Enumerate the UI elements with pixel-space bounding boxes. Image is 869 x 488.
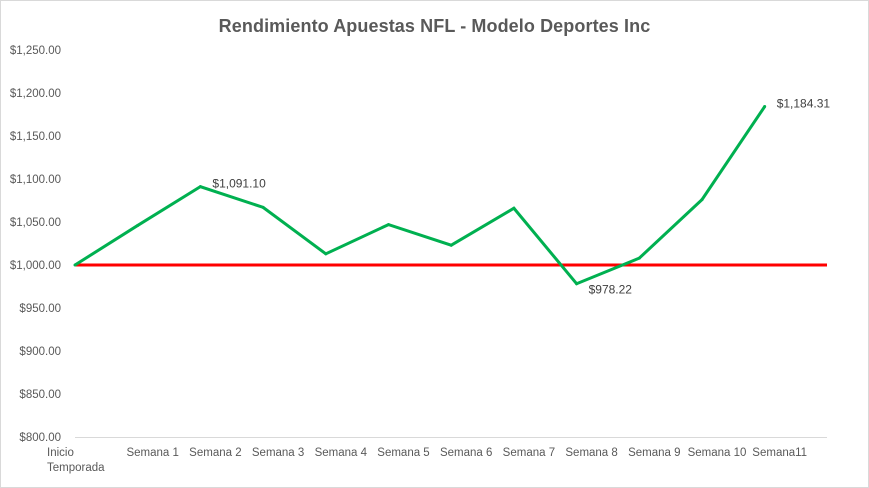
y-tick-label: $800.00	[19, 432, 61, 444]
x-tick-label: Semana 10	[688, 447, 747, 459]
y-tick-label: $900.00	[19, 346, 61, 358]
data-point	[387, 223, 390, 227]
x-tick-label: Inicio Temporada	[47, 447, 105, 474]
data-labels: $1,091.10 $978.22 $1,184.31	[212, 96, 830, 296]
y-tick-label: $1,100.00	[10, 174, 61, 186]
series-group	[73, 104, 767, 286]
data-point	[261, 205, 265, 209]
data-label: $1,184.31	[777, 96, 831, 110]
data-point	[637, 256, 641, 260]
x-tick-label: Semana 8	[565, 447, 617, 459]
y-axis: $800.00 $850.00 $900.00 $950.00 $1,000.00 $1,…	[10, 45, 61, 444]
data-point	[575, 282, 579, 286]
y-tick-label: $1,150.00	[10, 131, 61, 143]
x-tick-label: Semana11	[752, 447, 807, 459]
data-label: $978.22	[589, 283, 633, 297]
data-point	[700, 198, 704, 202]
data-point	[324, 252, 328, 256]
x-tick-label: Semana 3	[252, 447, 304, 459]
data-point	[136, 223, 140, 227]
y-tick-label: $950.00	[19, 303, 61, 315]
data-point	[763, 104, 767, 108]
x-tick-label: Semana 5	[377, 447, 429, 459]
series-line	[74, 105, 766, 286]
data-point	[512, 206, 516, 210]
x-tick-label: Semana 4	[315, 447, 368, 459]
data-point	[198, 185, 202, 189]
data-label: $1,091.10	[212, 177, 266, 191]
y-tick-label: $1,050.00	[10, 217, 61, 229]
x-tick-label: Semana 6	[440, 447, 492, 459]
x-tick-label: Semana 1	[126, 447, 178, 459]
y-tick-label: $1,200.00	[10, 88, 61, 100]
x-tick-label: Semana 2	[189, 447, 241, 459]
data-point	[73, 263, 77, 267]
chart-title: Rendimiento Apuestas NFL - Modelo Deport…	[218, 16, 651, 36]
y-tick-label: $1,000.00	[10, 260, 61, 272]
y-tick-label: $850.00	[19, 389, 61, 401]
x-tick-label: Semana 7	[503, 447, 555, 459]
data-point	[449, 243, 453, 247]
x-tick-label: Semana 9	[628, 447, 680, 459]
y-tick-label: $1,250.00	[10, 45, 61, 57]
x-axis: Inicio Temporada Semana 1 Semana 2 Semana 3 S…	[47, 437, 827, 474]
